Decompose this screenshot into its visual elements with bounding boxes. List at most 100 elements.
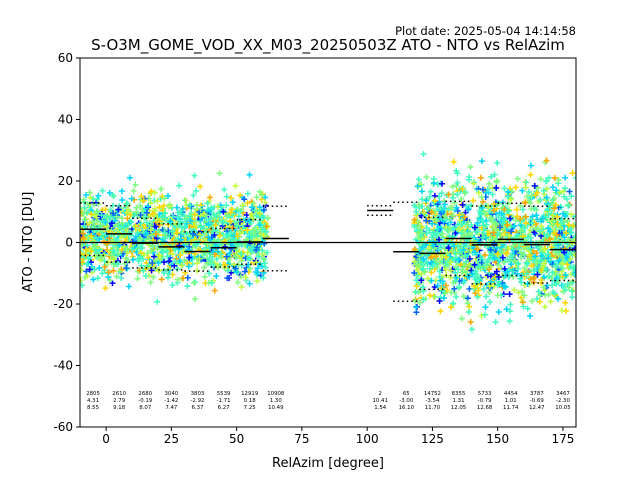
data-point <box>485 204 492 211</box>
data-point <box>512 184 519 191</box>
data-point <box>217 202 224 209</box>
data-point <box>148 222 155 229</box>
data-point <box>521 292 528 299</box>
data-point <box>113 213 120 220</box>
data-point <box>155 267 162 274</box>
data-point <box>83 242 90 249</box>
data-point <box>115 206 122 213</box>
data-point <box>198 223 205 230</box>
data-point <box>143 219 150 226</box>
data-point <box>460 228 467 235</box>
data-point <box>503 306 510 313</box>
data-point <box>161 195 168 202</box>
data-point <box>561 234 568 241</box>
data-point <box>128 195 135 202</box>
bin-std-label: 1.54 <box>374 405 387 411</box>
data-point <box>533 260 540 267</box>
data-point <box>482 304 489 311</box>
data-point <box>177 236 184 243</box>
bin-mean-label: 10.41 <box>372 398 387 404</box>
data-point <box>532 274 539 281</box>
data-point <box>453 182 460 189</box>
data-point <box>431 197 438 204</box>
data-point <box>189 230 196 237</box>
data-point <box>437 294 444 301</box>
data-point <box>568 288 575 295</box>
data-point <box>213 255 220 262</box>
data-point <box>246 255 253 262</box>
data-point <box>262 194 269 201</box>
data-point <box>208 204 215 211</box>
data-point <box>130 256 137 263</box>
data-point <box>479 234 486 241</box>
x-tick-label: 100 <box>356 432 379 446</box>
data-point <box>489 191 496 198</box>
data-point <box>182 223 189 230</box>
data-point <box>449 194 456 201</box>
data-point <box>102 206 109 213</box>
data-point <box>445 245 452 252</box>
data-point <box>253 247 260 254</box>
data-point <box>416 223 423 230</box>
data-point <box>109 238 116 245</box>
data-point <box>541 303 548 310</box>
data-point <box>197 183 204 190</box>
data-point <box>204 200 211 207</box>
data-point <box>210 261 217 268</box>
y-tick-label: -60 <box>53 420 73 434</box>
data-point <box>465 206 472 213</box>
data-point <box>252 268 259 275</box>
data-point <box>96 225 103 232</box>
data-point <box>533 212 540 219</box>
data-point <box>533 226 540 233</box>
data-point <box>234 233 241 240</box>
data-point <box>224 228 231 235</box>
data-point <box>116 268 123 275</box>
data-point <box>543 266 550 273</box>
data-point <box>567 255 574 262</box>
data-point <box>549 282 556 289</box>
data-point <box>506 215 513 222</box>
data-point <box>113 273 120 280</box>
data-point <box>158 214 165 221</box>
data-point <box>517 275 524 282</box>
data-point <box>504 268 511 275</box>
data-point <box>100 251 107 258</box>
data-point <box>466 255 473 262</box>
data-point <box>483 259 490 266</box>
data-point <box>160 202 167 209</box>
data-point <box>441 201 448 208</box>
data-point <box>214 203 221 210</box>
data-point <box>144 203 151 210</box>
data-point <box>223 193 230 200</box>
data-point <box>134 275 141 282</box>
data-point <box>238 250 245 257</box>
data-point <box>543 194 550 201</box>
data-point <box>501 206 508 213</box>
data-point <box>495 308 502 315</box>
data-point <box>140 267 147 274</box>
data-point <box>154 245 161 252</box>
data-point <box>454 191 461 198</box>
data-point <box>428 209 435 216</box>
data-point <box>436 273 443 280</box>
data-point <box>105 269 112 276</box>
data-point <box>254 265 261 272</box>
data-point <box>166 233 173 240</box>
bin-mean-label: -1.42 <box>164 398 178 404</box>
data-point <box>246 280 253 287</box>
data-point <box>132 223 139 230</box>
data-point <box>428 277 435 284</box>
data-point <box>118 246 125 253</box>
data-point <box>527 312 534 319</box>
data-point <box>193 218 200 225</box>
data-point <box>167 203 174 210</box>
data-point <box>414 183 421 190</box>
data-point <box>506 318 513 325</box>
data-point <box>247 265 254 272</box>
data-point <box>174 230 181 237</box>
bin-mean-label: -0.69 <box>530 398 545 404</box>
data-point <box>506 232 513 239</box>
data-point <box>549 184 556 191</box>
data-point <box>480 286 487 293</box>
